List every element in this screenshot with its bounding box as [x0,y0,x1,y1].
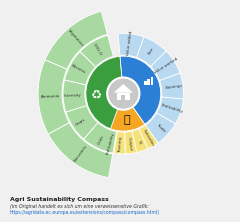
Wedge shape [139,125,158,149]
Wedge shape [137,37,166,66]
Wedge shape [110,107,145,131]
Text: Crops: Crops [75,117,87,127]
Text: Trade: Trade [156,123,166,133]
Text: Training: Training [118,136,123,153]
Wedge shape [118,33,144,57]
Text: Vegetation: Vegetation [67,28,84,48]
Wedge shape [84,123,117,153]
Circle shape [107,77,139,110]
Wedge shape [145,113,176,143]
Text: 🏭: 🏭 [124,115,130,125]
Text: Value worked: Value worked [154,57,179,75]
Wedge shape [48,123,113,178]
Wedge shape [65,52,96,85]
Text: Size: Size [147,46,155,55]
Text: Ammonia: Ammonia [40,94,60,99]
Text: N: N [137,140,142,144]
Text: Subsidies: Subsidies [142,129,155,147]
Text: Earnings: Earnings [165,84,183,90]
Text: Nitrates: Nitrates [71,64,87,75]
Text: Output: Output [127,137,133,151]
Wedge shape [125,131,137,154]
Wedge shape [45,11,108,69]
Wedge shape [150,51,180,80]
Wedge shape [132,129,148,153]
Text: Agri Sustainability Compass: Agri Sustainability Compass [10,197,108,202]
Wedge shape [103,130,117,153]
Wedge shape [80,35,113,67]
Wedge shape [120,56,161,124]
Wedge shape [86,56,123,131]
Text: Profitability: Profitability [106,131,115,155]
Wedge shape [66,105,98,139]
Polygon shape [150,77,153,85]
Wedge shape [157,97,183,124]
Text: Value added: Value added [126,30,134,56]
Text: (im Original handelt es sich um eine verweissenstive Grafik:: (im Original handelt es sich um eine ver… [10,204,148,209]
Polygon shape [147,79,150,85]
Wedge shape [63,80,87,112]
Text: Grids: Grids [97,134,105,145]
Wedge shape [160,73,184,99]
Text: Emissions: Emissions [73,144,88,163]
Polygon shape [144,81,147,85]
Text: Intensity: Intensity [63,93,81,98]
Wedge shape [38,60,69,134]
Text: Profitability: Profitability [160,104,183,114]
Polygon shape [114,84,133,93]
Polygon shape [121,95,126,100]
Text: https://agridata.ec.europa.eu/extensions/compass/compass.html): https://agridata.ec.europa.eu/extensions… [10,210,160,215]
Text: GHG-O: GHG-O [92,43,103,57]
Wedge shape [114,132,126,154]
Polygon shape [117,93,130,100]
Text: ♻: ♻ [91,88,102,101]
